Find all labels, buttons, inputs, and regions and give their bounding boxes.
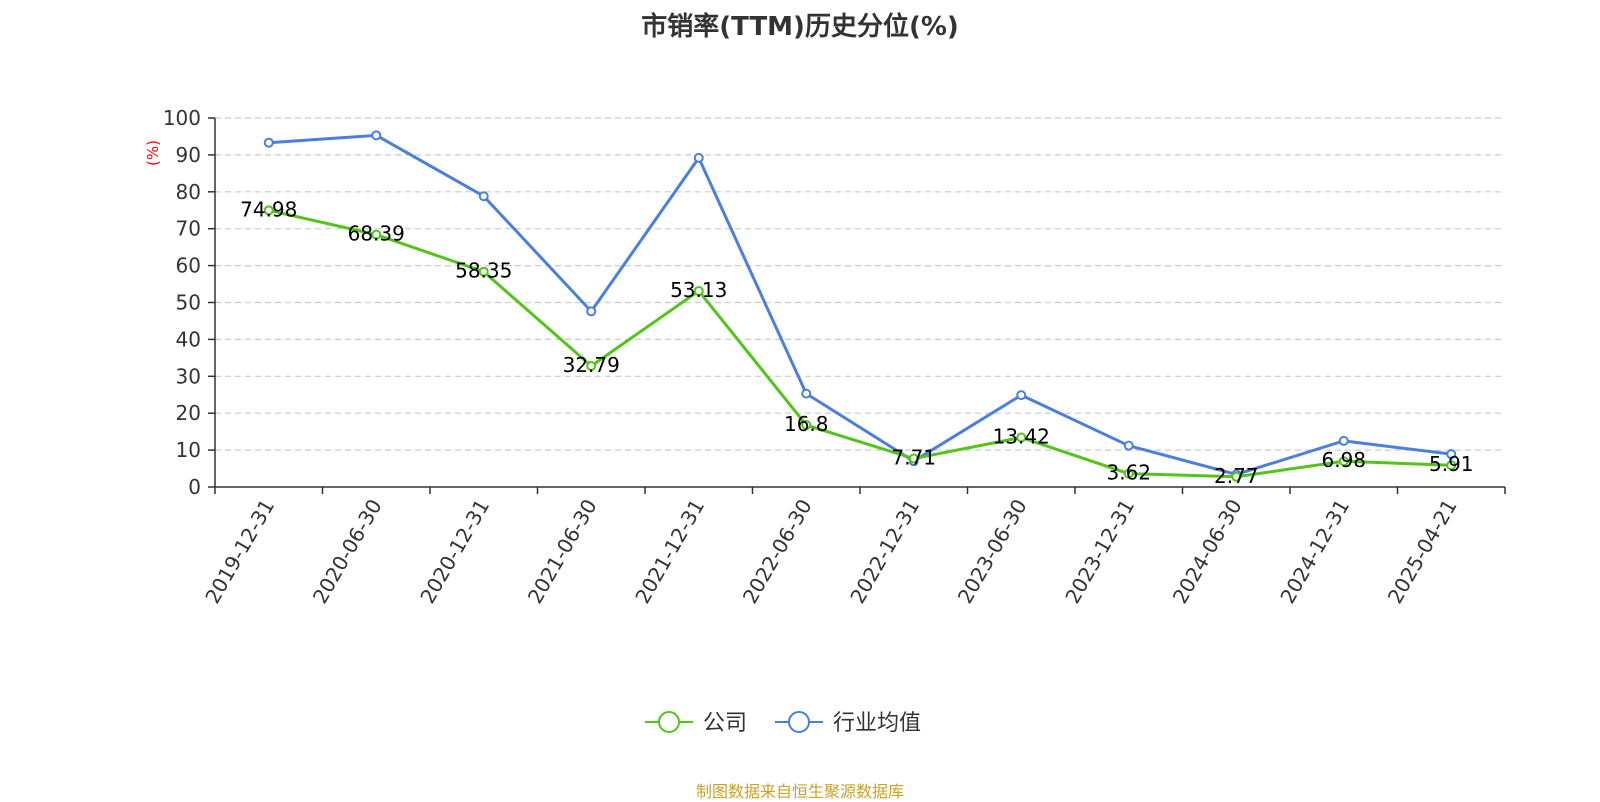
data-label-company: 58.35 xyxy=(455,259,512,283)
data-point-company xyxy=(586,361,597,372)
legend[interactable]: 公司 行业均值 xyxy=(645,711,921,736)
x-tick-label: 2023-06-30 xyxy=(953,495,1032,608)
x-tick-label: 2020-06-30 xyxy=(308,495,387,608)
y-tick-label: 40 xyxy=(176,327,201,351)
y-tick-label: 60 xyxy=(176,254,201,278)
x-tick-label: 2021-12-31 xyxy=(630,495,709,608)
y-tick-label: 50 xyxy=(176,291,201,315)
grid-lines xyxy=(215,117,1505,451)
x-tick-label: 2024-12-31 xyxy=(1275,495,1354,608)
data-point-company xyxy=(1446,460,1457,471)
y-tick-label: 70 xyxy=(176,217,201,241)
legend-marker-icon xyxy=(788,711,810,733)
x-tick-label: 2025-04-21 xyxy=(1383,495,1462,608)
y-tick-label: 20 xyxy=(176,401,201,425)
data-label-company: 53.13 xyxy=(670,278,727,302)
data-point-company xyxy=(263,205,274,216)
data-point-industry-average xyxy=(263,137,274,148)
y-tick-label: 0 xyxy=(188,475,201,499)
x-tick-label: 2022-12-31 xyxy=(845,495,924,608)
series-line-industry-average xyxy=(268,133,1452,476)
data-point-industry-average xyxy=(478,191,489,202)
legend-label: 行业均值 xyxy=(833,711,921,736)
data-label-company: 13.42 xyxy=(993,424,1050,448)
data-label-company: 2.77 xyxy=(1214,464,1259,488)
y-axis-unit-label: (%) xyxy=(144,140,162,166)
data-point-industry-average xyxy=(1016,390,1027,401)
data-point-company xyxy=(1338,456,1349,467)
data-point-company xyxy=(801,420,812,431)
data-label-company: 3.62 xyxy=(1106,461,1151,485)
data-point-company xyxy=(1231,471,1242,482)
legend-item-company[interactable]: 公司 xyxy=(645,711,747,736)
data-point-company xyxy=(1016,432,1027,443)
data-point-industry-average xyxy=(586,306,597,317)
data-point-industry-average xyxy=(1123,440,1134,451)
x-tick-label: 2024-06-30 xyxy=(1168,495,1247,608)
data-point-company xyxy=(693,285,704,296)
x-tick-label: 2019-12-31 xyxy=(200,495,279,608)
data-point-company xyxy=(908,453,919,464)
data-label-company: 7.71 xyxy=(891,446,936,470)
data-point-industry-average xyxy=(801,388,812,399)
y-tick-label: 30 xyxy=(176,364,201,388)
data-point-company xyxy=(371,229,382,240)
data-point-industry-average xyxy=(1338,435,1349,446)
x-tick-label: 2023-12-31 xyxy=(1060,495,1139,608)
data-point-industry-average xyxy=(371,130,382,141)
y-tick-label: 100 xyxy=(163,106,201,130)
data-label-company: 16.8 xyxy=(784,412,829,436)
series-lines xyxy=(263,130,1457,482)
data-label-company: 68.39 xyxy=(348,222,405,246)
data-label-company: 74.98 xyxy=(240,197,297,221)
x-tick-label: 2021-06-30 xyxy=(523,495,602,608)
data-point-company xyxy=(1123,468,1134,479)
y-tick-label: 10 xyxy=(176,438,201,462)
data-labels: 74.98 68.39 58.35 32.79 53.13 16.8 7.71 13.42 3.… xyxy=(240,197,1473,487)
legend-marker-icon xyxy=(658,711,680,733)
data-label-company: 5.91 xyxy=(1429,452,1474,476)
source-note: 制图数据来自恒生聚源数据库 xyxy=(695,782,904,801)
data-point-industry-average xyxy=(693,152,704,163)
x-tick-label: 2020-12-31 xyxy=(415,495,494,608)
data-point-industry-average xyxy=(1446,449,1457,460)
legend-label: 公司 xyxy=(703,711,747,736)
legend-item-industry-average[interactable]: 行业均值 xyxy=(775,711,921,736)
data-label-company: 6.98 xyxy=(1321,448,1366,472)
axes: 0 10 20 30 40 50 60 70 80 90 100 2019-12-31 2020-06-… xyxy=(163,106,1506,608)
data-point-company xyxy=(478,266,489,277)
y-tick-label: 90 xyxy=(176,143,201,167)
y-tick-label: 80 xyxy=(176,180,201,204)
data-label-company: 32.79 xyxy=(563,353,620,377)
x-tick-label: 2022-06-30 xyxy=(738,495,817,608)
series-line-company xyxy=(268,208,1452,479)
chart-title: 市销率(TTM)历史分位(%) xyxy=(641,12,959,42)
